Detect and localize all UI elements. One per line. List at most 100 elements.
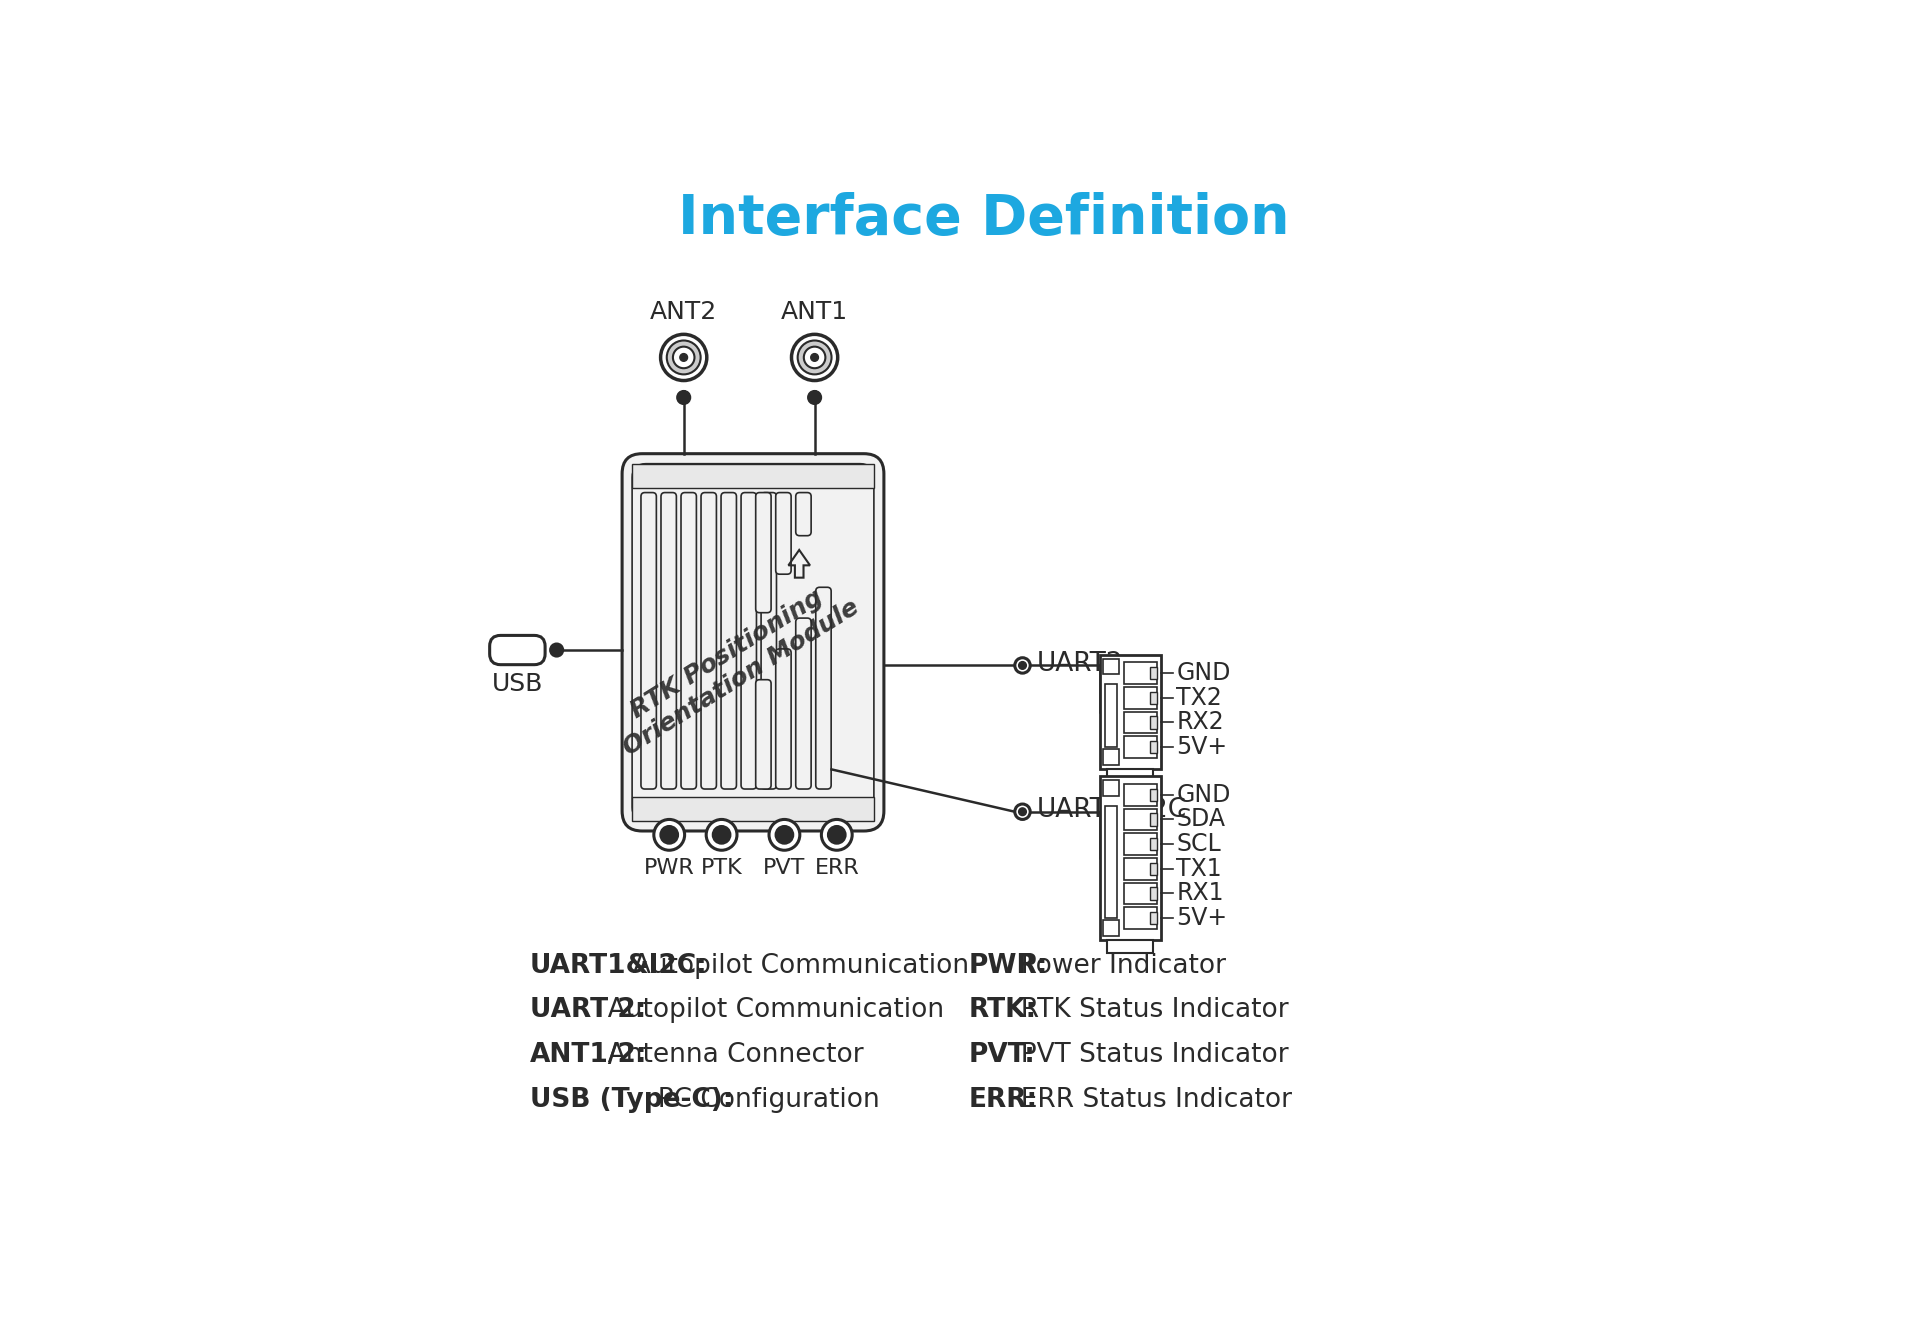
Text: 5V+: 5V+ [1177, 906, 1227, 930]
Circle shape [660, 334, 707, 381]
Text: ERR Status Indicator: ERR Status Indicator [1004, 1086, 1292, 1113]
Circle shape [672, 346, 695, 369]
Bar [1104, 780, 1119, 795]
FancyBboxPatch shape [756, 680, 772, 790]
FancyBboxPatch shape [641, 493, 657, 790]
Text: ANT1/2:: ANT1/2: [530, 1042, 647, 1067]
Bar [1123, 663, 1158, 684]
FancyBboxPatch shape [660, 493, 676, 790]
Circle shape [660, 827, 678, 843]
Text: RTK Positioning
Orientation Module: RTK Positioning Orientation Module [605, 570, 864, 760]
Text: Interface Definition: Interface Definition [678, 192, 1290, 246]
Circle shape [678, 391, 689, 403]
Bar [1150, 912, 1158, 925]
Text: Power Indicator: Power Indicator [1004, 953, 1227, 979]
Circle shape [810, 354, 818, 361]
FancyBboxPatch shape [722, 493, 737, 790]
Bar [1123, 907, 1158, 929]
Text: PC Configuration: PC Configuration [641, 1086, 879, 1113]
Bar [1100, 776, 1162, 939]
Text: PWR:: PWR: [968, 953, 1048, 979]
Bar [632, 798, 874, 822]
Circle shape [776, 827, 793, 843]
Text: Autopilot Communication: Autopilot Communication [616, 953, 970, 979]
Text: ANT2: ANT2 [651, 301, 718, 325]
FancyBboxPatch shape [741, 493, 756, 790]
Text: PVT:: PVT: [968, 1042, 1035, 1067]
Bar [1123, 858, 1158, 879]
Circle shape [1016, 804, 1031, 819]
Circle shape [828, 827, 845, 843]
Text: 5V+: 5V+ [1177, 735, 1227, 759]
Circle shape [712, 827, 730, 843]
Bar [1123, 808, 1158, 830]
Circle shape [1020, 661, 1027, 669]
Text: GND: GND [1177, 661, 1231, 685]
FancyBboxPatch shape [776, 649, 791, 790]
Circle shape [655, 819, 685, 850]
Bar [1123, 736, 1158, 758]
Text: ERR:: ERR: [968, 1086, 1037, 1113]
Circle shape [707, 819, 737, 850]
FancyBboxPatch shape [701, 493, 716, 790]
FancyBboxPatch shape [756, 493, 772, 613]
Circle shape [666, 341, 701, 374]
Bar [1123, 883, 1158, 904]
Text: Antenna Connector: Antenna Connector [591, 1042, 864, 1067]
FancyBboxPatch shape [622, 454, 883, 831]
Bar [1123, 712, 1158, 733]
Bar [1123, 834, 1158, 855]
Bar [1150, 838, 1158, 850]
Text: ANT1: ANT1 [781, 301, 849, 325]
Bar [1150, 814, 1158, 826]
Text: RX1: RX1 [1177, 882, 1225, 906]
Bar [1123, 784, 1158, 806]
Text: UART1&I2C: UART1&I2C [1037, 798, 1187, 823]
Bar [1150, 788, 1158, 802]
Circle shape [797, 341, 831, 374]
Circle shape [1016, 657, 1031, 673]
Circle shape [680, 354, 687, 361]
FancyBboxPatch shape [682, 493, 697, 790]
Text: ERR: ERR [814, 858, 858, 878]
Bar [1104, 659, 1119, 673]
FancyBboxPatch shape [816, 588, 831, 790]
Circle shape [791, 334, 837, 381]
Circle shape [808, 391, 820, 403]
Circle shape [822, 819, 852, 850]
Circle shape [1020, 808, 1027, 815]
Text: PWR: PWR [643, 858, 695, 878]
Circle shape [770, 819, 801, 850]
FancyBboxPatch shape [776, 493, 791, 574]
FancyBboxPatch shape [795, 619, 810, 790]
Text: UART2: UART2 [1037, 651, 1123, 677]
Text: TX1: TX1 [1177, 856, 1223, 880]
Text: PVT: PVT [764, 858, 806, 878]
Text: UART 2:: UART 2: [530, 998, 645, 1023]
Text: GND: GND [1177, 783, 1231, 807]
Bar [1104, 921, 1119, 935]
Bar [632, 464, 874, 488]
Bar [1150, 863, 1158, 875]
Text: USB (Type-C):: USB (Type-C): [530, 1086, 733, 1113]
Bar [1123, 687, 1158, 708]
Text: RX2: RX2 [1177, 711, 1225, 735]
Text: SDA: SDA [1177, 807, 1225, 831]
Text: PTK: PTK [701, 858, 743, 878]
Bar [1104, 684, 1117, 747]
Bar [1150, 887, 1158, 899]
Text: TX2: TX2 [1177, 685, 1223, 709]
Circle shape [551, 644, 563, 656]
Text: PVT Status Indicator: PVT Status Indicator [1004, 1042, 1288, 1067]
Text: Autopilot Communication: Autopilot Communication [591, 998, 943, 1023]
Text: UART1&I2C:: UART1&I2C: [530, 953, 707, 979]
Bar [1104, 749, 1119, 764]
FancyBboxPatch shape [760, 493, 776, 790]
Text: SCL: SCL [1177, 832, 1221, 856]
FancyBboxPatch shape [490, 636, 545, 665]
Text: USB: USB [492, 672, 543, 696]
Bar [1108, 768, 1154, 783]
Bar [1150, 667, 1158, 679]
Bar [1108, 939, 1154, 954]
Bar [1150, 716, 1158, 728]
